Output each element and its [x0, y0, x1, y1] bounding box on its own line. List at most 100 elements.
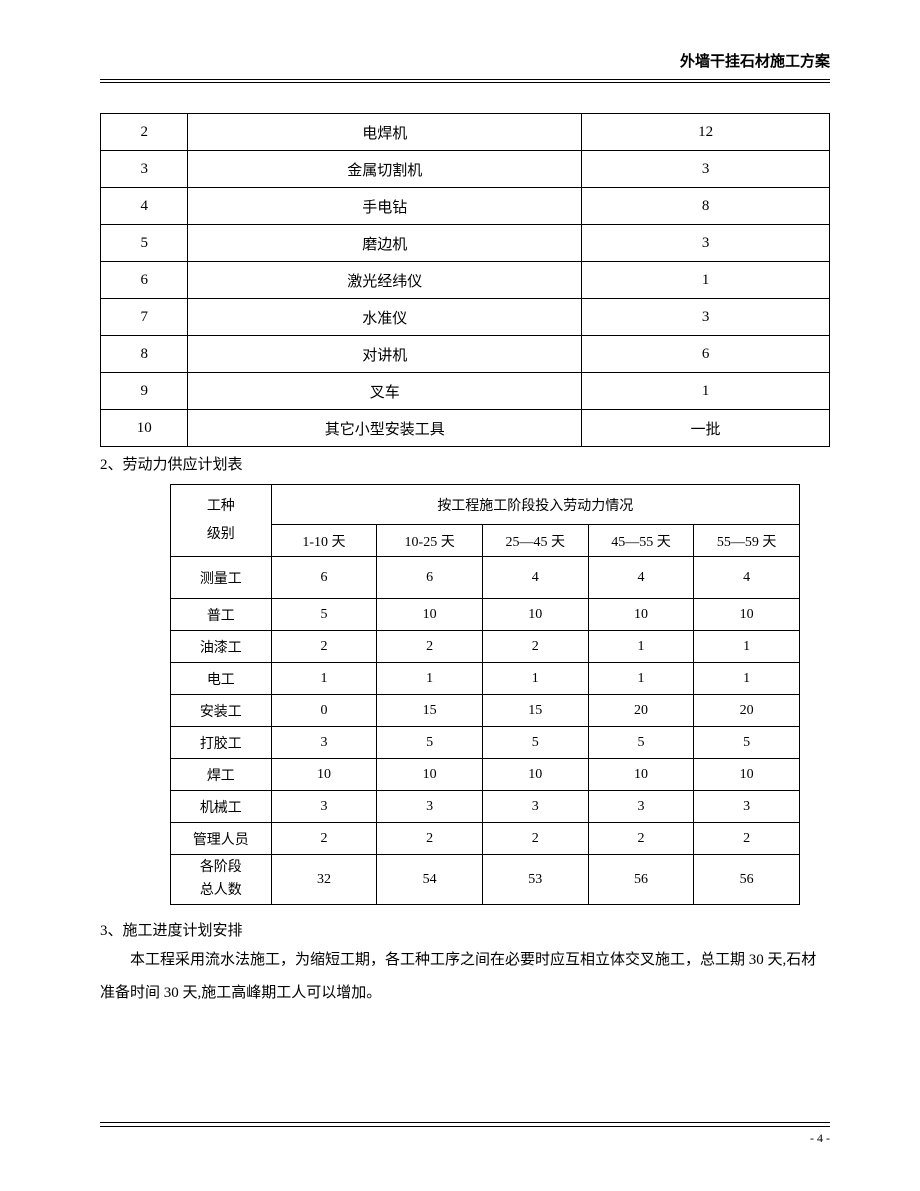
labor-value: 3 — [482, 791, 588, 823]
labor-plan-table: 工种 级别 按工程施工阶段投入劳动力情况 1-10 天10-25 天25—45 … — [170, 484, 800, 905]
labor-type: 焊工 — [171, 759, 272, 791]
table-row: 油漆工22211 — [171, 631, 800, 663]
labor-type: 机械工 — [171, 791, 272, 823]
labor-value: 5 — [694, 727, 800, 759]
labor-value: 15 — [377, 695, 483, 727]
table-row: 5磨边机3 — [101, 225, 830, 262]
labor-value: 1 — [694, 663, 800, 695]
equipment-name: 金属切割机 — [188, 151, 582, 188]
equipment-table: 2电焊机123金属切割机34手电钻85磨边机36激光经纬仪17水准仪38对讲机6… — [100, 113, 830, 447]
equipment-num: 10 — [101, 410, 188, 447]
labor-value: 20 — [694, 695, 800, 727]
footer-line — [100, 1122, 830, 1123]
total-value: 32 — [271, 855, 377, 905]
labor-value: 20 — [588, 695, 694, 727]
equipment-qty: 3 — [582, 225, 830, 262]
labor-value: 0 — [271, 695, 377, 727]
labor-value: 2 — [588, 823, 694, 855]
table-row: 安装工015152020 — [171, 695, 800, 727]
period-header: 25—45 天 — [482, 525, 588, 557]
header-title: 外墙干挂石材施工方案 — [680, 54, 830, 70]
table-row: 普工510101010 — [171, 599, 800, 631]
equipment-qty: 3 — [582, 151, 830, 188]
labor-value: 1 — [377, 663, 483, 695]
section3-body: 本工程采用流水法施工，为缩短工期，各工种工序之间在必要时应互相立体交叉施工，总工… — [100, 944, 830, 1010]
table-row: 管理人员22222 — [171, 823, 800, 855]
section2-title: 2、劳动力供应计划表 — [100, 453, 830, 474]
labor-value: 4 — [694, 557, 800, 599]
labor-value: 2 — [271, 631, 377, 663]
total-value: 54 — [377, 855, 483, 905]
equipment-qty: 1 — [582, 262, 830, 299]
labor-value: 3 — [377, 791, 483, 823]
table-row: 10其它小型安装工具一批 — [101, 410, 830, 447]
labor-type: 油漆工 — [171, 631, 272, 663]
labor-value: 3 — [271, 791, 377, 823]
equipment-name: 激光经纬仪 — [188, 262, 582, 299]
labor-type: 管理人员 — [171, 823, 272, 855]
labor-value: 1 — [588, 663, 694, 695]
equipment-name: 叉车 — [188, 373, 582, 410]
table-row: 7水准仪3 — [101, 299, 830, 336]
period-header: 10-25 天 — [377, 525, 483, 557]
labor-value: 10 — [482, 759, 588, 791]
period-header: 45—55 天 — [588, 525, 694, 557]
table2-header-col: 工种 级别 — [171, 485, 272, 557]
table-row: 机械工33333 — [171, 791, 800, 823]
table-row: 打胶工35555 — [171, 727, 800, 759]
labor-value: 2 — [694, 823, 800, 855]
equipment-qty: 一批 — [582, 410, 830, 447]
equipment-qty: 3 — [582, 299, 830, 336]
labor-value: 2 — [377, 631, 483, 663]
equipment-num: 8 — [101, 336, 188, 373]
labor-type: 打胶工 — [171, 727, 272, 759]
period-header: 55—59 天 — [694, 525, 800, 557]
total-value: 56 — [588, 855, 694, 905]
labor-value: 3 — [271, 727, 377, 759]
labor-value: 2 — [482, 823, 588, 855]
labor-type: 普工 — [171, 599, 272, 631]
table-row: 4手电钻8 — [101, 188, 830, 225]
table-row: 焊工1010101010 — [171, 759, 800, 791]
total-value: 56 — [694, 855, 800, 905]
equipment-name: 水准仪 — [188, 299, 582, 336]
period-header: 1-10 天 — [271, 525, 377, 557]
equipment-name: 手电钻 — [188, 188, 582, 225]
table-row: 2电焊机12 — [101, 114, 830, 151]
equipment-name: 对讲机 — [188, 336, 582, 373]
labor-value: 10 — [588, 599, 694, 631]
labor-value: 5 — [588, 727, 694, 759]
equipment-name: 其它小型安装工具 — [188, 410, 582, 447]
labor-value: 4 — [482, 557, 588, 599]
labor-value: 1 — [271, 663, 377, 695]
equipment-qty: 6 — [582, 336, 830, 373]
equipment-num: 9 — [101, 373, 188, 410]
equipment-num: 2 — [101, 114, 188, 151]
labor-type: 测量工 — [171, 557, 272, 599]
labor-value: 10 — [377, 759, 483, 791]
labor-value: 10 — [271, 759, 377, 791]
labor-value: 6 — [271, 557, 377, 599]
equipment-name: 磨边机 — [188, 225, 582, 262]
labor-value: 1 — [482, 663, 588, 695]
labor-value: 1 — [694, 631, 800, 663]
table-row: 9叉车1 — [101, 373, 830, 410]
total-label: 各阶段 总人数 — [171, 855, 272, 905]
equipment-name: 电焊机 — [188, 114, 582, 151]
table-row: 3金属切割机3 — [101, 151, 830, 188]
total-value: 53 — [482, 855, 588, 905]
labor-value: 15 — [482, 695, 588, 727]
labor-value: 5 — [482, 727, 588, 759]
labor-value: 10 — [694, 759, 800, 791]
labor-value: 2 — [482, 631, 588, 663]
labor-value: 3 — [694, 791, 800, 823]
equipment-num: 4 — [101, 188, 188, 225]
equipment-num: 5 — [101, 225, 188, 262]
table-row: 8对讲机6 — [101, 336, 830, 373]
table-row: 测量工66444 — [171, 557, 800, 599]
labor-value: 4 — [588, 557, 694, 599]
labor-value: 5 — [377, 727, 483, 759]
header-underline — [100, 82, 830, 83]
equipment-qty: 12 — [582, 114, 830, 151]
labor-value: 10 — [588, 759, 694, 791]
